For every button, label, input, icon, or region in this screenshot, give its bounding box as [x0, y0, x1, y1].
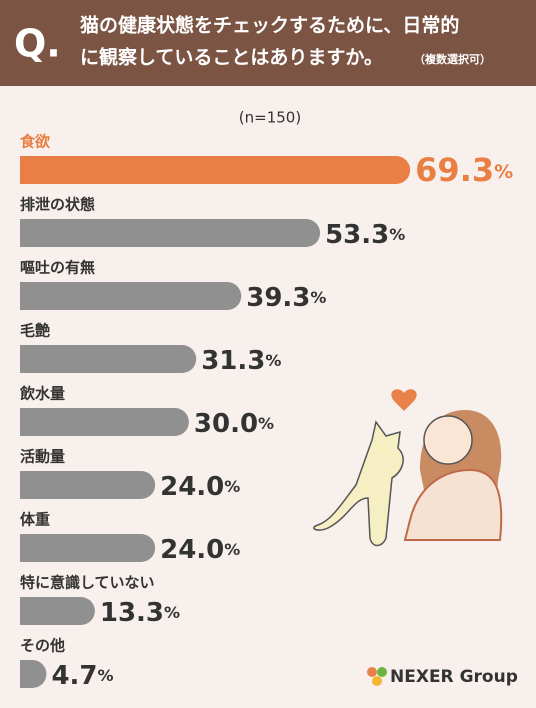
value-label: 69.3%	[415, 151, 513, 189]
header	[0, 0, 536, 86]
value-label: 39.3%	[246, 283, 326, 313]
category-label: 食欲	[20, 133, 50, 151]
category-label: 毛艶	[20, 322, 50, 340]
category-label: 特に意識していない	[20, 574, 155, 592]
title-note: （複数選択可）	[414, 52, 491, 66]
category-label: 飲水量	[19, 385, 65, 403]
q-mark: Q.	[14, 22, 61, 66]
value-label: 13.3%	[100, 598, 180, 628]
value-label: 53.3%	[325, 220, 405, 250]
logo-text: NEXER Group	[390, 667, 518, 687]
value-label: 4.7%	[51, 661, 113, 691]
bar	[20, 345, 197, 373]
bar	[20, 408, 189, 437]
value-label: 30.0%	[194, 409, 274, 439]
bar	[20, 471, 156, 499]
bar	[20, 219, 321, 247]
category-label: 嘔吐の有無	[20, 259, 95, 277]
bar	[20, 156, 411, 184]
bar	[20, 597, 95, 625]
bar	[20, 282, 242, 310]
category-label: 排泄の状態	[20, 196, 95, 214]
title-line: に観察していることはありますか。	[80, 46, 383, 69]
bar	[20, 660, 47, 688]
category-label: その他	[20, 637, 65, 655]
value-label: 24.0%	[160, 535, 240, 565]
value-label: 24.0%	[160, 472, 240, 502]
title-line: 猫の健康状態をチェックするために、日常的	[80, 14, 459, 37]
subtitle: (n=150)	[239, 109, 301, 127]
category-label: 活動量	[20, 448, 65, 466]
category-label: 体重	[20, 511, 50, 529]
value-label: 31.3%	[201, 346, 281, 376]
bar	[20, 534, 156, 562]
illustration	[313, 389, 503, 547]
logo: NEXER Group	[367, 667, 518, 687]
